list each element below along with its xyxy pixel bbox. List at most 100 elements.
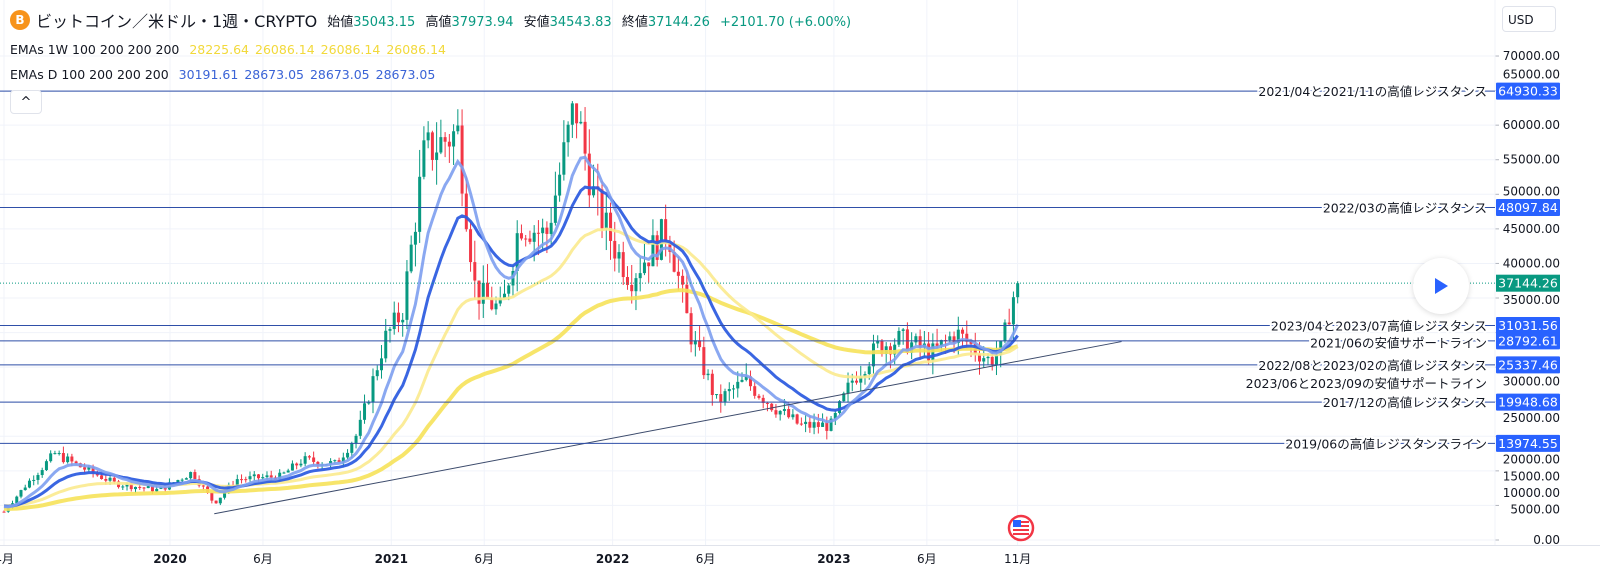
candle-body	[469, 229, 473, 263]
candle-body	[36, 475, 40, 480]
candle-body	[456, 125, 460, 132]
candle-body	[515, 233, 519, 272]
level-note: 2022/08と2023/02の高値レジスタンス	[1258, 358, 1487, 373]
y-tick-label: 35000.00	[1503, 293, 1560, 307]
candle-body	[710, 373, 714, 396]
ema-value: 26086.14	[255, 42, 315, 57]
candle-body	[956, 329, 960, 343]
candle-body	[218, 497, 222, 504]
ema-weekly-200-line	[4, 288, 1019, 511]
price-label-box	[1496, 393, 1560, 411]
candle-body	[70, 456, 74, 462]
candle-body	[371, 376, 375, 403]
candle-body	[23, 487, 27, 491]
candle-body	[235, 479, 239, 486]
open-value: 35043.15	[353, 14, 416, 30]
candle-body	[87, 467, 91, 470]
candle-body	[299, 463, 303, 466]
price-label-box	[1496, 356, 1560, 374]
support-trendline[interactable]	[214, 341, 1122, 515]
candle-body	[897, 330, 901, 345]
candle-body	[939, 340, 943, 346]
candle-body	[816, 422, 820, 427]
candle-body	[575, 103, 579, 124]
candle-body	[61, 453, 65, 463]
candle-body	[193, 472, 197, 480]
candle-body	[498, 298, 502, 304]
price-label-box	[1496, 316, 1560, 334]
candle-body	[672, 251, 676, 272]
candle-body	[676, 271, 680, 276]
candle-body	[871, 343, 875, 367]
candle-body	[681, 275, 685, 285]
candle-body	[736, 381, 740, 389]
ema-daily-legend[interactable]: EMAs D 100 200 200 200 30191.61 28673.05 2…	[10, 67, 435, 82]
candle-body	[990, 356, 994, 365]
candle-body	[842, 393, 846, 402]
candle-body	[821, 422, 825, 427]
candle-body	[32, 479, 36, 481]
candle-body	[642, 262, 646, 274]
collapse-legend-button[interactable]: ^	[10, 90, 42, 114]
candle-body	[562, 142, 566, 175]
candle-body	[880, 340, 884, 355]
candle-body	[184, 478, 188, 480]
candle-body	[142, 487, 146, 489]
candle-body	[982, 358, 986, 362]
candle-body	[583, 121, 587, 154]
candle-body	[316, 461, 320, 466]
candle-body	[698, 340, 702, 348]
candle-body	[519, 233, 523, 239]
candle-body	[770, 403, 774, 411]
price-label: 13974.55	[1498, 436, 1558, 451]
currency-button[interactable]: USD	[1502, 6, 1556, 32]
replay-button[interactable]	[1413, 258, 1469, 314]
candle-body	[426, 132, 430, 141]
candle-body	[392, 312, 396, 330]
us-flag-event-icon[interactable]	[1007, 514, 1035, 542]
ema-daily-200-line	[3, 185, 1019, 508]
candle-body	[778, 410, 782, 415]
candle-body	[180, 479, 184, 481]
candle-body	[744, 376, 748, 380]
candle-body	[333, 460, 337, 462]
candle-body	[430, 132, 434, 160]
ema-weekly-legend[interactable]: EMAs 1W 100 200 200 200 28225.64 26086.14…	[10, 42, 446, 57]
candle-body	[689, 313, 693, 345]
candle-body	[740, 379, 744, 382]
candle-body	[935, 343, 939, 346]
x-tick-label: 11月	[1004, 552, 1031, 566]
candle-body	[74, 461, 78, 464]
candle-body	[1011, 297, 1015, 325]
candle-body	[354, 435, 358, 444]
y-tick-label: 60000.00	[1503, 118, 1560, 132]
bitcoin-icon: B	[10, 10, 30, 30]
candle-body	[307, 456, 311, 458]
candle-body	[329, 461, 333, 465]
ema-value: 28673.05	[375, 67, 436, 82]
open-label: 始値	[327, 14, 354, 30]
low-value: 34543.83	[549, 14, 612, 30]
candle-body	[914, 336, 918, 343]
candle-body	[948, 336, 952, 341]
candle-body	[634, 278, 638, 292]
candle-body	[528, 238, 532, 242]
symbol-title[interactable]: ビットコイン／米ドル・1週・CRYPTO	[36, 12, 318, 31]
candle-body	[248, 476, 252, 480]
candle-body	[969, 341, 973, 344]
candle-body	[176, 480, 180, 483]
candle-body	[40, 470, 44, 476]
level-note: 2023/06と2023/09の安値サポートライン	[1246, 376, 1487, 391]
candle-body	[901, 329, 905, 331]
change-value: +2101.70 (+6.00%)	[720, 14, 852, 30]
candle-body	[244, 479, 248, 481]
ema-daily-label: EMAs D 100 200 200 200	[10, 67, 169, 82]
candle-body	[464, 193, 468, 230]
candle-body	[210, 492, 214, 501]
price-label-box	[1496, 198, 1560, 216]
candle-body	[112, 477, 116, 482]
price-label-box	[1496, 82, 1560, 100]
symbol-header: B ビットコイン／米ドル・1週・CRYPTO 始値35043.15 高値3797…	[10, 8, 857, 32]
x-tick-label: 4月	[0, 552, 14, 566]
